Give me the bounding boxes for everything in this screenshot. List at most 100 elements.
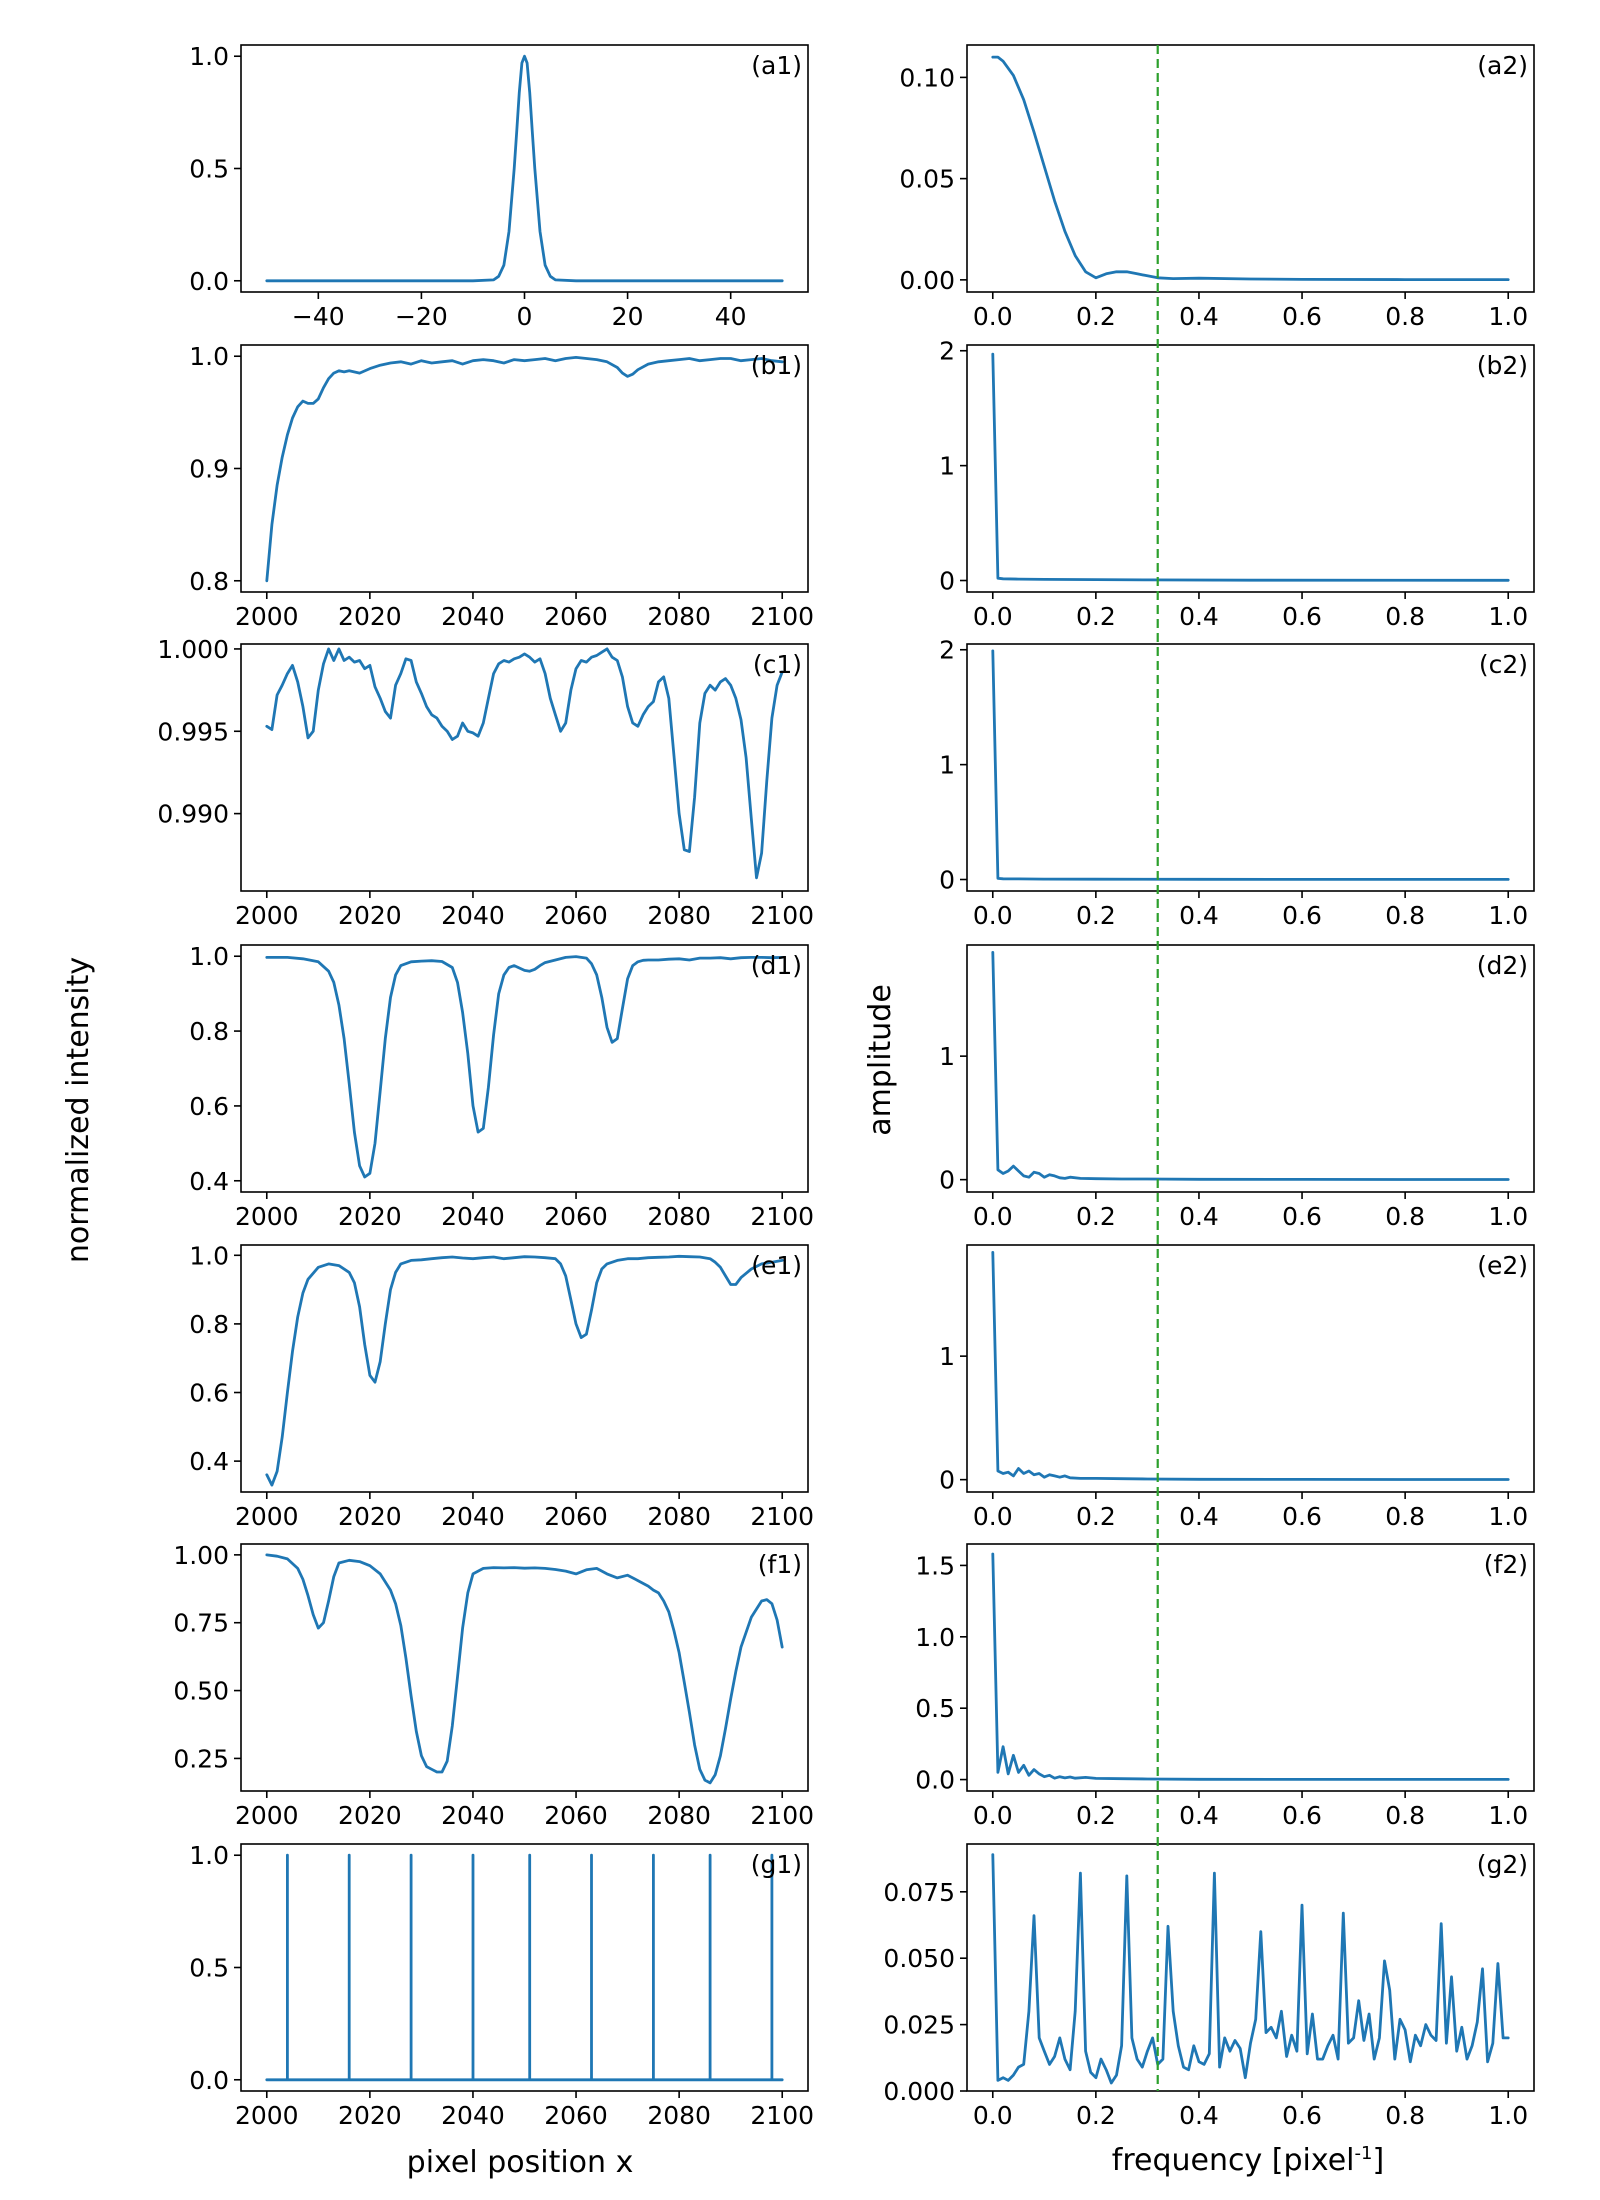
x-tick-label-c1: 2020	[338, 901, 402, 930]
x-tick-label-d2: 1.0	[1488, 1202, 1528, 1231]
y-tick-label-g2: 0.000	[883, 2077, 955, 2106]
left-y-axis-title: normalized intensity	[61, 957, 96, 1263]
x-tick-label-c1: 2060	[544, 901, 608, 930]
y-tick-label-c1: 0.995	[157, 717, 229, 746]
y-tick-label-b1: 0.9	[189, 455, 229, 484]
y-tick-label-g1: 1.0	[189, 1841, 229, 1870]
y-tick-label-e1: 0.8	[189, 1310, 229, 1339]
y-tick-label-a1: 1.0	[189, 42, 229, 71]
y-tick-label-d2: 0	[939, 1166, 955, 1195]
x-tick-label-d1: 2080	[647, 1202, 711, 1231]
x-tick-label-f1: 2080	[647, 1801, 711, 1830]
panel-label-d1: (d1)	[751, 951, 802, 980]
x-tick-label-f2: 0.8	[1385, 1801, 1425, 1830]
y-tick-label-b1: 0.8	[189, 567, 229, 596]
panel-a2: 0.0 0.2 0.4 0.6 0.8 1.0 0.00 0.05 0.10 (a2)	[899, 44, 1535, 331]
x-tick-label-b2: 0.8	[1385, 602, 1425, 631]
x-tick-label-c2: 0.2	[1076, 901, 1116, 930]
x-tick-label-a2: 0.8	[1385, 302, 1425, 331]
right-y-axis-title: amplitude	[863, 984, 898, 1136]
panel-label-b2: (b2)	[1477, 351, 1528, 380]
y-tick-label-e2: 1	[939, 1342, 955, 1371]
y-tick-label-d1: 0.8	[189, 1017, 229, 1046]
y-tick-label-f2: 0.5	[915, 1694, 955, 1723]
x-tick-label-b1: 2000	[235, 602, 299, 631]
panel-g2: 0.0 0.2 0.4 0.6 0.8 1.0 0.000 0.025 0.050 0.075 (g…	[883, 1843, 1535, 2130]
panel-label-e2: (e2)	[1477, 1251, 1528, 1280]
y-tick-label-a2: 0.05	[899, 165, 955, 194]
x-tick-label-b2: 0.4	[1179, 602, 1219, 631]
x-tick-label-e1: 2060	[544, 1502, 608, 1531]
x-tick-label-f1: 2000	[235, 1801, 299, 1830]
y-tick-label-c1: 1.000	[157, 635, 229, 664]
x-tick-label-a1: −40	[292, 302, 345, 331]
panel-a1: −40 −20 0 20 40 0.0 0.5 1.0 (a1)	[189, 42, 809, 331]
x-tick-label-d1: 2060	[544, 1202, 608, 1231]
x-tick-label-a2: 0.0	[973, 302, 1013, 331]
x-tick-label-c1: 2040	[441, 901, 505, 930]
panel-label-f1: (f1)	[758, 1550, 802, 1579]
right-x-axis-title: frequency [pixel-1]	[1112, 2143, 1384, 2178]
x-tick-label-b2: 0.6	[1282, 602, 1322, 631]
x-tick-label-e2: 0.8	[1385, 1502, 1425, 1531]
x-tick-label-g2: 0.4	[1179, 2101, 1219, 2130]
x-tick-label-e1: 2040	[441, 1502, 505, 1531]
y-tick-label-g2: 0.025	[883, 2011, 955, 2040]
panel-e2: 0.0 0.2 0.4 0.6 0.8 1.0 0 1 (e2)	[939, 1244, 1535, 1531]
y-tick-label-f2: 1.0	[915, 1623, 955, 1652]
panel-label-g2: (g2)	[1477, 1850, 1528, 1879]
panel-f1: 2000 2020 2040 2060 2080 2100 0.25 0.50 0.75 1.00…	[173, 1541, 814, 1830]
y-tick-label-f1: 1.00	[173, 1541, 229, 1570]
x-tick-label-g1: 2060	[544, 2101, 608, 2130]
y-tick-label-f2: 1.5	[915, 1551, 955, 1580]
panel-label-a2: (a2)	[1477, 51, 1528, 80]
y-tick-label-d2: 1	[939, 1042, 955, 1071]
x-tick-label-f2: 0.0	[973, 1801, 1013, 1830]
x-tick-label-d2: 0.8	[1385, 1202, 1425, 1231]
series-line-f1	[265, 1553, 784, 1785]
x-tick-label-f2: 0.6	[1282, 1801, 1322, 1830]
right-x-axis-title-end: ]	[1372, 2143, 1384, 2178]
x-tick-label-f2: 1.0	[1488, 1801, 1528, 1830]
panel-c1: 2000 2020 2040 2060 2080 2100 0.990 0.995 1.000 (…	[157, 635, 814, 930]
y-tick-label-f1: 0.75	[173, 1609, 229, 1638]
x-tick-label-f1: 2060	[544, 1801, 608, 1830]
x-tick-label-c1: 2080	[647, 901, 711, 930]
x-tick-label-b1: 2020	[338, 602, 402, 631]
series-line-c2	[991, 649, 1510, 881]
x-tick-label-g1: 2000	[235, 2101, 299, 2130]
series-line-e1	[265, 1254, 784, 1487]
x-tick-label-f1: 2020	[338, 1801, 402, 1830]
x-tick-label-g1: 2100	[750, 2101, 814, 2130]
series-line-b2	[991, 352, 1510, 582]
x-tick-label-d1: 2000	[235, 1202, 299, 1231]
x-tick-label-a2: 0.4	[1179, 302, 1219, 331]
x-tick-label-b1: 2100	[750, 602, 814, 631]
y-tick-label-e1: 0.4	[189, 1447, 229, 1476]
series-line-e2	[991, 1251, 1510, 1481]
y-tick-label-a1: 0.0	[189, 267, 229, 296]
x-tick-label-c2: 0.0	[973, 901, 1013, 930]
x-tick-label-a1: 40	[715, 302, 747, 331]
x-tick-label-b1: 2060	[544, 602, 608, 631]
axes-frame-d1	[240, 944, 809, 1193]
panel-b2: 0.0 0.2 0.4 0.6 0.8 1.0 0 1 2 (b2)	[939, 337, 1535, 631]
y-tick-label-e1: 1.0	[189, 1241, 229, 1270]
y-tick-label-g1: 0.5	[189, 1954, 229, 1983]
x-tick-label-a2: 1.0	[1488, 302, 1528, 331]
x-tick-label-g2: 1.0	[1488, 2101, 1528, 2130]
panel-label-c1: (c1)	[753, 650, 802, 679]
x-tick-label-a2: 0.6	[1282, 302, 1322, 331]
x-tick-label-b2: 0.0	[973, 602, 1013, 631]
axes-frame-e2	[966, 1244, 1535, 1493]
panel-b1: 2000 2020 2040 2060 2080 2100 0.8 0.9 1.0 (b1)	[189, 342, 814, 631]
axes-frame-f1	[240, 1543, 809, 1792]
x-tick-label-d2: 0.4	[1179, 1202, 1219, 1231]
x-tick-label-e1: 2080	[647, 1502, 711, 1531]
panel-label-e1: (e1)	[751, 1251, 802, 1280]
x-tick-label-a1: 0	[517, 302, 533, 331]
panel-label-b1: (b1)	[751, 351, 802, 380]
x-tick-label-e2: 0.6	[1282, 1502, 1322, 1531]
x-tick-label-a2: 0.2	[1076, 302, 1116, 331]
